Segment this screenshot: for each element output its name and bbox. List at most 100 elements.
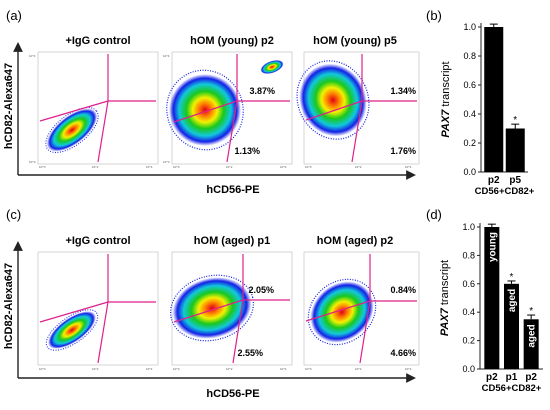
gate-top-percent: 3.87% xyxy=(249,86,275,96)
log-tick: 10^4 xyxy=(29,54,36,58)
bar xyxy=(484,27,504,172)
x-axis-label: CD56+CD82+ xyxy=(475,186,535,197)
gate-bottom-percent: 2.55% xyxy=(237,348,263,358)
bar-chart-b: 0.0 0.2 0.4 0.6 0.8 1.0 PAX7 transcript p2 * p5CD… xyxy=(440,22,535,197)
category-label: p2 xyxy=(486,372,498,383)
log-tick: 10^2 xyxy=(355,367,362,371)
y-tick-label: 0.2 xyxy=(463,138,476,148)
log-tick: 10^2 xyxy=(355,165,362,169)
panel-label-c: (c) xyxy=(6,207,21,222)
bar-inside-label: aged xyxy=(527,324,538,347)
log-tick: 10^4 xyxy=(280,165,287,169)
gate-line xyxy=(305,300,371,322)
significance-marker: * xyxy=(529,306,533,317)
flow-plot: hOM (young) p5 1.34% 1.76% 10^0 10^2 10^… xyxy=(296,35,420,169)
y-axis-label: PAX7 transcript xyxy=(439,260,451,336)
panel-label-a: (a) xyxy=(6,8,22,23)
plot-title: hOM (aged) p1 xyxy=(194,235,270,247)
y-tick-label: 0.4 xyxy=(462,307,475,317)
log-tick: 10^0 xyxy=(305,165,312,169)
x-axis-label: CD56+CD82+ xyxy=(482,383,542,394)
log-tick: 10^4 xyxy=(280,367,287,371)
gate-line xyxy=(39,100,109,122)
significance-marker: * xyxy=(513,115,517,126)
significance-marker: * xyxy=(510,272,514,283)
log-tick: 10^0 xyxy=(163,160,170,164)
y-axis-label-gene: PAX7 xyxy=(439,307,451,336)
log-tick: 10^4 xyxy=(163,54,170,58)
y-tick-label: 0.0 xyxy=(462,364,475,374)
log-tick: 10^0 xyxy=(173,367,180,371)
bar xyxy=(504,283,519,369)
cell-density-cloud xyxy=(169,274,255,342)
log-tick: 10^0 xyxy=(305,367,312,371)
gate-line xyxy=(226,100,238,163)
bar xyxy=(505,128,525,172)
plot-title: +IgG control xyxy=(65,235,130,247)
gate-line xyxy=(232,299,244,364)
category-label: p2 xyxy=(525,372,537,383)
bar xyxy=(484,227,500,369)
plot-title: hOM (young) p2 xyxy=(190,35,274,47)
category-label: p2 xyxy=(488,175,500,186)
plot-title: hOM (aged) p2 xyxy=(317,235,393,247)
gate-line xyxy=(173,100,238,123)
cell-density-cloud xyxy=(260,60,284,74)
flow-plot: hOM (aged) p1 2.05% 2.55% 10^0 10^2 10^4 xyxy=(169,235,293,371)
flow-plot: hOM (aged) p2 0.84% 4.66% 10^0 10^2 10^4 xyxy=(303,235,420,371)
y-tick-label: 0.6 xyxy=(462,279,475,289)
gate-bottom-percent: 4.66% xyxy=(390,348,416,358)
y-tick-label: 0.8 xyxy=(462,250,475,260)
y-tick-label: 0.2 xyxy=(462,336,475,346)
plot-title: hOM (young) p5 xyxy=(313,35,397,47)
y-axis-label-gene: PAX7 xyxy=(440,109,452,138)
bar-inside-label: young xyxy=(487,232,498,262)
flow-row-a: hCD82-Alexa647 hCD56-PE +IgG control 10^… xyxy=(3,35,420,196)
flow-plot: hOM (young) p2 3.87% 1.13% 10^0 10^2 10^… xyxy=(163,35,293,169)
y-axis-label: PAX7 transcript xyxy=(440,61,452,137)
log-tick: 10^2 xyxy=(92,165,99,169)
category-label: p1 xyxy=(506,372,518,383)
panel-label-b: (b) xyxy=(426,8,442,23)
log-tick: 10^0 xyxy=(29,160,36,164)
plot-title: +IgG control xyxy=(65,35,130,47)
log-tick: 10^2 xyxy=(226,165,233,169)
log-tick: 10^0 xyxy=(39,165,46,169)
bar-inside-label: aged xyxy=(507,289,518,312)
cell-density-cloud xyxy=(296,60,370,140)
y-axis-label-rest: transcript xyxy=(439,260,451,308)
y-tick-label: 1.0 xyxy=(462,222,475,232)
x-axis-label: hCD56-PE xyxy=(206,184,259,196)
log-tick: 10^0 xyxy=(173,165,180,169)
flow-plot: +IgG control 10^0 10^2 10^4 10^4 10^0 xyxy=(29,35,159,169)
gate-bottom-percent: 1.13% xyxy=(234,146,260,156)
log-tick: 10^2 xyxy=(92,367,99,371)
gate-top-percent: 0.84% xyxy=(390,285,416,295)
log-tick: 10^2 xyxy=(226,367,233,371)
y-axis-label-rest: transcript xyxy=(440,61,452,109)
y-axis-label: hCD82-Alexa647 xyxy=(3,263,15,349)
category-label: p5 xyxy=(509,175,521,186)
log-tick: 10^0 xyxy=(39,367,46,371)
plot-frame xyxy=(37,51,159,165)
flow-row-c: hCD82-Alexa647 hCD56-PE +IgG control 10^… xyxy=(3,235,420,400)
y-tick-label: 0.8 xyxy=(463,51,476,61)
log-tick: 10^4 xyxy=(405,367,412,371)
cell-density-cloud xyxy=(45,107,99,153)
gate-top-percent: 1.34% xyxy=(390,86,416,96)
gate-line xyxy=(39,301,109,323)
y-tick-label: 0.6 xyxy=(463,80,476,90)
gate-line xyxy=(173,299,244,323)
cell-density-cloud xyxy=(166,69,244,151)
gate-line xyxy=(351,100,363,163)
y-tick-label: 1.0 xyxy=(463,22,476,32)
gate-line xyxy=(97,100,109,163)
y-tick-label: 0.4 xyxy=(463,109,476,119)
gate-line xyxy=(359,300,371,364)
y-tick-label: 0.0 xyxy=(463,167,476,177)
cell-density-cloud xyxy=(45,309,99,351)
bar xyxy=(523,319,539,369)
panel-label-d: (d) xyxy=(426,207,442,222)
flow-plot: +IgG control 10^0 10^2 10^4 xyxy=(37,235,159,371)
